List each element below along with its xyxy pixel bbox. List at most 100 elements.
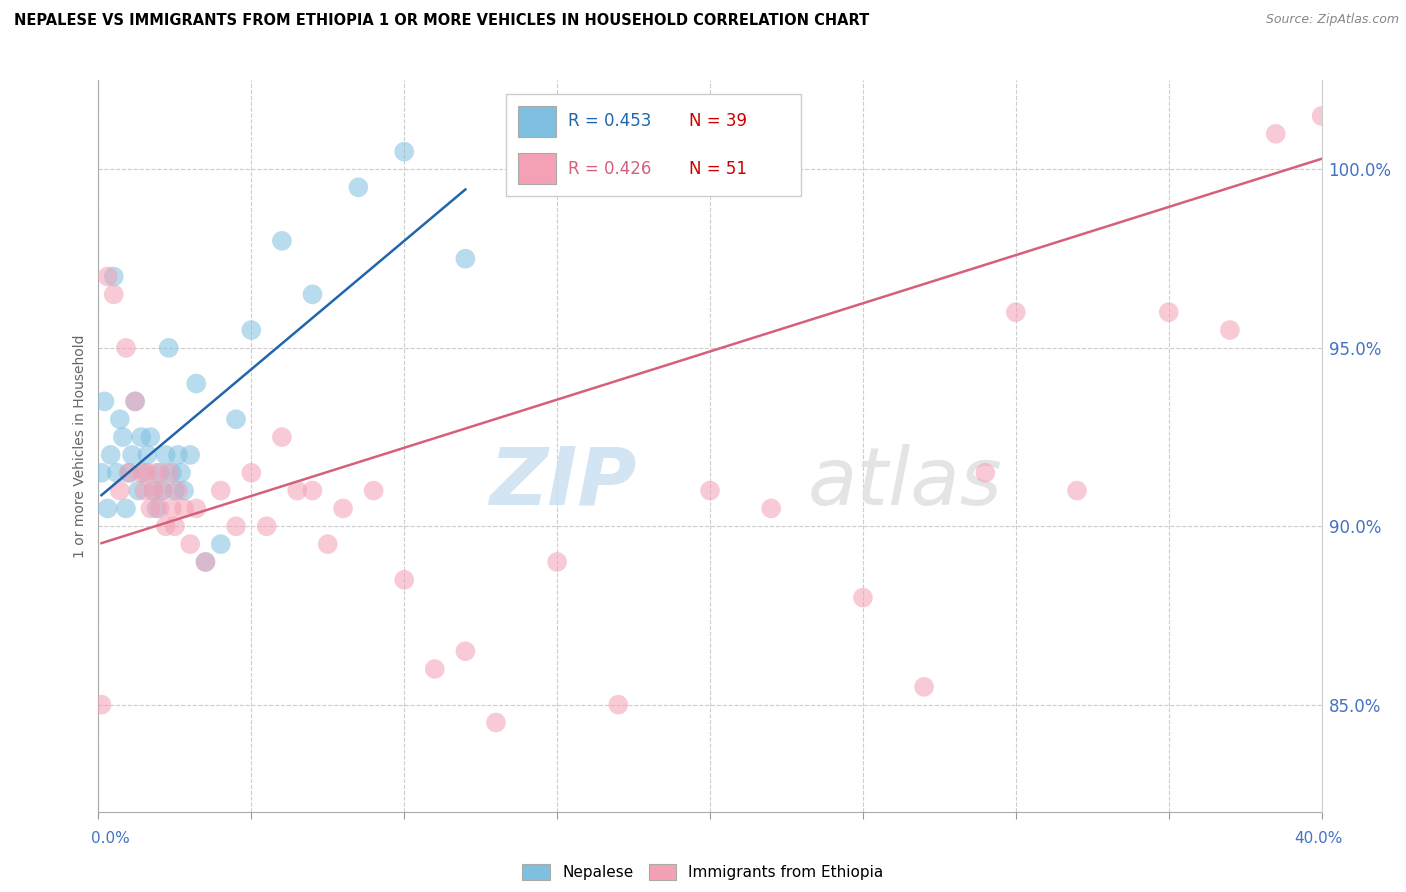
Point bbox=[155, 448, 177, 462]
Point bbox=[145, 466, 167, 480]
Point bbox=[149, 501, 172, 516]
Point bbox=[173, 483, 195, 498]
Point bbox=[546, 555, 568, 569]
Point bbox=[103, 269, 125, 284]
Point bbox=[347, 180, 370, 194]
Point bbox=[485, 715, 508, 730]
Point bbox=[167, 483, 190, 498]
Point bbox=[392, 573, 416, 587]
Point bbox=[209, 483, 232, 498]
Point bbox=[134, 466, 156, 480]
Point bbox=[163, 483, 186, 498]
Point bbox=[1219, 323, 1241, 337]
Point bbox=[124, 394, 146, 409]
Text: N = 39: N = 39 bbox=[689, 112, 747, 130]
Point bbox=[152, 483, 174, 498]
Point bbox=[256, 519, 278, 533]
Point bbox=[136, 448, 159, 462]
Point bbox=[301, 287, 323, 301]
FancyBboxPatch shape bbox=[506, 94, 801, 196]
Point bbox=[607, 698, 630, 712]
Point bbox=[155, 519, 177, 533]
Point bbox=[111, 430, 134, 444]
Point bbox=[124, 394, 146, 409]
Point bbox=[912, 680, 935, 694]
Point bbox=[1004, 305, 1026, 319]
Point bbox=[301, 483, 323, 498]
Bar bbox=[517, 106, 557, 136]
Point bbox=[392, 145, 416, 159]
Point bbox=[186, 376, 208, 391]
Point bbox=[699, 483, 721, 498]
Point bbox=[105, 466, 128, 480]
Text: 40.0%: 40.0% bbox=[1295, 831, 1343, 846]
Point bbox=[100, 448, 122, 462]
Text: ZIP: ZIP bbox=[489, 443, 637, 522]
Bar bbox=[517, 153, 557, 184]
Point bbox=[136, 466, 159, 480]
Text: 0.0%: 0.0% bbox=[91, 831, 131, 846]
Point bbox=[103, 287, 125, 301]
Text: R = 0.453: R = 0.453 bbox=[568, 112, 651, 130]
Point bbox=[1264, 127, 1286, 141]
Point bbox=[108, 483, 131, 498]
Point bbox=[108, 412, 131, 426]
Point bbox=[142, 483, 165, 498]
Point bbox=[167, 448, 190, 462]
Point bbox=[149, 466, 172, 480]
Point bbox=[127, 483, 149, 498]
Point bbox=[160, 466, 183, 480]
Point bbox=[1066, 483, 1088, 498]
Point bbox=[186, 501, 208, 516]
Point bbox=[163, 519, 186, 533]
Point bbox=[90, 466, 112, 480]
Point bbox=[97, 501, 120, 516]
Point bbox=[115, 501, 138, 516]
Point bbox=[270, 234, 294, 248]
Point bbox=[129, 466, 152, 480]
Text: R = 0.426: R = 0.426 bbox=[568, 160, 651, 178]
Point bbox=[194, 555, 217, 569]
Point bbox=[93, 394, 115, 409]
Point bbox=[225, 412, 247, 426]
Text: Source: ZipAtlas.com: Source: ZipAtlas.com bbox=[1265, 13, 1399, 27]
Point bbox=[974, 466, 997, 480]
Point bbox=[454, 644, 477, 658]
Text: NEPALESE VS IMMIGRANTS FROM ETHIOPIA 1 OR MORE VEHICLES IN HOUSEHOLD CORRELATION: NEPALESE VS IMMIGRANTS FROM ETHIOPIA 1 O… bbox=[14, 13, 869, 29]
Point bbox=[240, 323, 263, 337]
Text: N = 51: N = 51 bbox=[689, 160, 747, 178]
Point bbox=[97, 269, 120, 284]
Point bbox=[316, 537, 339, 551]
Point bbox=[852, 591, 875, 605]
Point bbox=[115, 341, 138, 355]
Point bbox=[240, 466, 263, 480]
Point bbox=[332, 501, 354, 516]
Point bbox=[152, 483, 174, 498]
Point bbox=[170, 466, 193, 480]
Point bbox=[118, 466, 141, 480]
Point bbox=[194, 555, 217, 569]
Point bbox=[1157, 305, 1180, 319]
Legend: Nepalese, Immigrants from Ethiopia: Nepalese, Immigrants from Ethiopia bbox=[523, 864, 883, 880]
Point bbox=[145, 501, 167, 516]
Point bbox=[270, 430, 294, 444]
Point bbox=[173, 501, 195, 516]
Text: atlas: atlas bbox=[808, 443, 1002, 522]
Point bbox=[179, 537, 201, 551]
Point bbox=[134, 483, 156, 498]
Point bbox=[285, 483, 308, 498]
Point bbox=[157, 466, 180, 480]
Point bbox=[209, 537, 232, 551]
Point bbox=[225, 519, 247, 533]
Point bbox=[761, 501, 783, 516]
Point bbox=[129, 430, 152, 444]
Point bbox=[139, 430, 162, 444]
Point bbox=[423, 662, 446, 676]
Point bbox=[160, 501, 183, 516]
Point bbox=[454, 252, 477, 266]
Point bbox=[179, 448, 201, 462]
Point bbox=[157, 341, 180, 355]
Point bbox=[139, 501, 162, 516]
Point bbox=[121, 448, 143, 462]
Y-axis label: 1 or more Vehicles in Household: 1 or more Vehicles in Household bbox=[73, 334, 87, 558]
